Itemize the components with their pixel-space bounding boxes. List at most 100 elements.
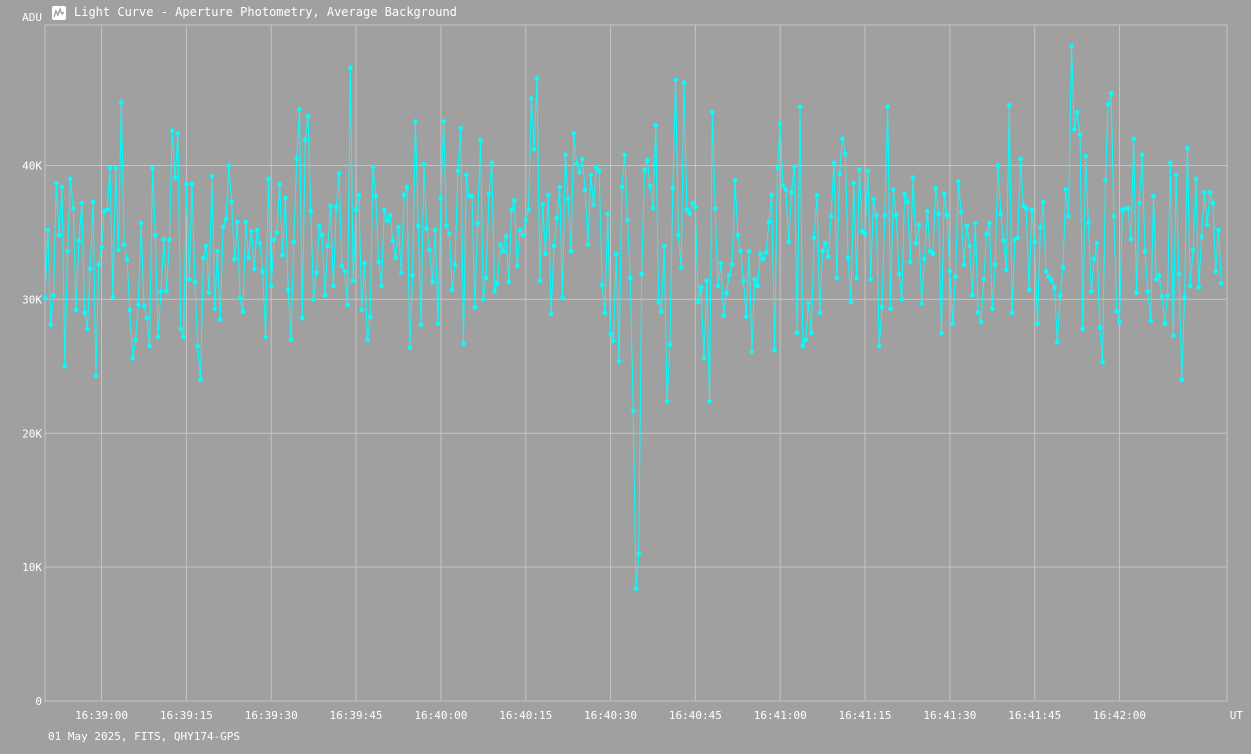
data-point xyxy=(308,208,314,214)
data-point xyxy=(260,269,266,274)
data-point xyxy=(650,206,656,211)
data-point xyxy=(891,187,896,192)
data-point xyxy=(237,295,243,301)
x-tick-label: 16:40:00 xyxy=(414,709,467,722)
data-point xyxy=(551,243,557,249)
data-point xyxy=(373,194,379,199)
data-point xyxy=(353,207,359,212)
data-point xyxy=(220,224,226,230)
data-point xyxy=(461,341,466,346)
x-tick-label: 16:41:45 xyxy=(1008,709,1061,722)
y-tick-label: 0 xyxy=(35,695,42,708)
data-point xyxy=(865,168,871,174)
data-point xyxy=(172,175,178,180)
x-tick-label: 16:39:15 xyxy=(160,709,213,722)
data-point xyxy=(483,275,489,281)
data-point xyxy=(582,187,588,192)
x-tick-label: 16:41:00 xyxy=(754,709,807,722)
data-point xyxy=(42,295,48,301)
data-point xyxy=(362,261,367,266)
data-point xyxy=(1139,152,1145,158)
data-point xyxy=(673,77,678,83)
data-point xyxy=(820,248,825,254)
data-point xyxy=(1052,285,1057,290)
data-point xyxy=(681,80,687,85)
x-tick-label: 16:40:15 xyxy=(499,709,552,722)
data-point xyxy=(65,248,70,254)
data-point xyxy=(379,283,384,289)
data-point xyxy=(777,121,783,127)
data-point xyxy=(249,228,254,234)
data-point xyxy=(413,119,418,124)
data-point xyxy=(503,234,509,239)
data-point xyxy=(495,281,500,286)
data-point xyxy=(1105,101,1111,107)
data-point xyxy=(645,157,650,163)
data-point xyxy=(710,109,715,115)
data-point xyxy=(1094,240,1100,246)
data-point xyxy=(164,289,169,294)
data-point xyxy=(1173,172,1179,178)
data-point xyxy=(288,337,294,342)
data-point xyxy=(110,294,116,300)
data-point xyxy=(1204,222,1210,227)
data-point xyxy=(1154,277,1159,282)
data-point xyxy=(1103,178,1108,183)
data-point xyxy=(266,176,271,182)
data-point xyxy=(500,248,506,254)
plot-frame xyxy=(44,24,1228,702)
data-point xyxy=(517,227,523,233)
data-point xyxy=(254,227,260,233)
data-point xyxy=(653,123,659,128)
data-point xyxy=(998,211,1004,216)
data-point xyxy=(543,251,548,257)
data-point xyxy=(882,212,888,218)
data-point xyxy=(1060,265,1066,270)
data-point xyxy=(226,163,232,168)
data-point xyxy=(919,301,924,306)
data-point xyxy=(153,232,158,238)
x-tick-label: 16:41:30 xyxy=(923,709,976,722)
data-point xyxy=(1193,176,1199,182)
data-point xyxy=(116,247,121,253)
data-point xyxy=(752,277,758,282)
data-point xyxy=(150,165,155,171)
data-point xyxy=(941,191,947,196)
data-point xyxy=(1202,190,1207,195)
data-point xyxy=(1057,293,1063,298)
x-axis-label: UT xyxy=(1230,709,1244,722)
data-point xyxy=(1074,109,1080,115)
data-point xyxy=(472,305,478,310)
data-point xyxy=(797,104,803,109)
data-point xyxy=(970,293,975,298)
data-point xyxy=(370,164,376,170)
data-point xyxy=(1148,318,1153,324)
data-point xyxy=(990,306,995,312)
data-point xyxy=(729,262,735,267)
data-point xyxy=(1077,132,1083,138)
data-point xyxy=(1185,145,1190,151)
data-point xyxy=(1134,290,1139,296)
data-point xyxy=(1069,44,1074,49)
data-point xyxy=(851,180,856,186)
data-point xyxy=(896,271,902,277)
data-point xyxy=(814,192,820,198)
data-point xyxy=(698,285,704,290)
data-point xyxy=(687,211,692,216)
data-point xyxy=(444,223,449,229)
data-point xyxy=(588,172,594,178)
data-point xyxy=(817,310,823,316)
data-point xyxy=(961,262,967,267)
data-point xyxy=(879,305,885,310)
data-point xyxy=(141,303,147,309)
data-point xyxy=(871,196,876,202)
data-point xyxy=(1190,247,1196,253)
data-point xyxy=(888,306,893,312)
data-point xyxy=(76,238,82,243)
data-point xyxy=(902,191,907,196)
data-point xyxy=(1114,309,1119,314)
data-point xyxy=(828,214,834,219)
data-point xyxy=(107,165,113,171)
data-point xyxy=(138,220,144,226)
data-point xyxy=(1196,285,1201,290)
